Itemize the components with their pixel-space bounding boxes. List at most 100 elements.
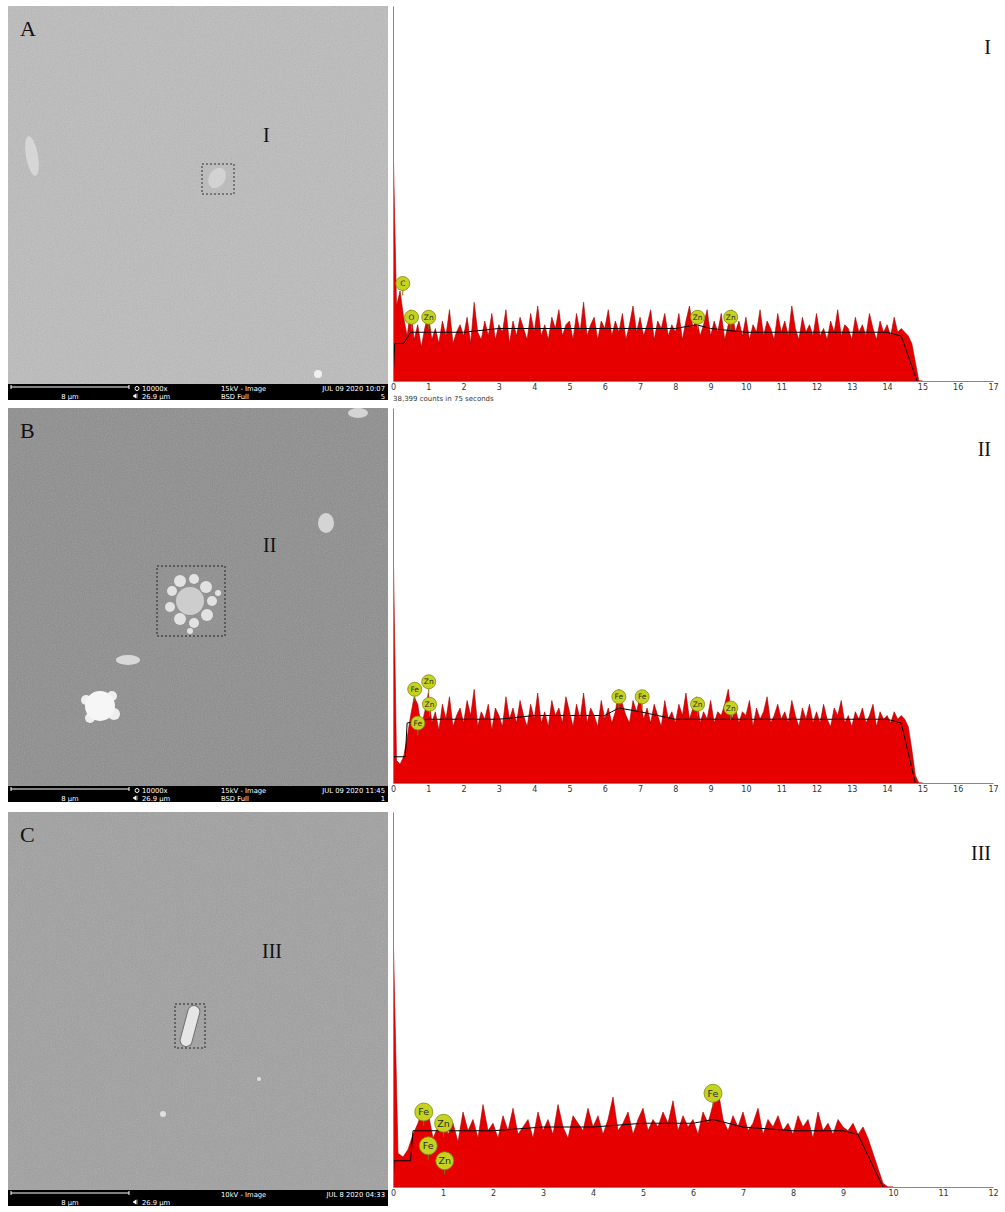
y-axis (393, 7, 394, 382)
plot-area (393, 532, 922, 783)
marker-stub (697, 324, 698, 329)
x-tick: 12 (812, 381, 822, 392)
y-axis-line (393, 7, 394, 382)
marker-stub (444, 1170, 445, 1175)
x-tick-label: 0 (391, 1189, 396, 1198)
info-bar-background (8, 1190, 388, 1206)
micrograph-grain (8, 6, 388, 384)
background-fit-line (393, 325, 917, 381)
particle (189, 618, 199, 628)
x-tick-label: 8 (673, 785, 678, 794)
element-marker (436, 1152, 454, 1170)
scale-bar-label: 8 µm (61, 393, 79, 401)
x-tick: 10 (741, 381, 751, 392)
x-tick: 12 (988, 1187, 998, 1198)
x-tick: 6 (691, 1187, 696, 1198)
field-width: 26.9 µm (142, 795, 171, 803)
particles (23, 135, 322, 378)
element-marker (435, 1114, 453, 1132)
panel-label: I (984, 36, 991, 58)
particle (174, 613, 186, 625)
x-tick-label: 5 (641, 1189, 646, 1198)
particle-body (179, 1004, 201, 1048)
marker-stub (713, 1102, 714, 1107)
x-tick: 3 (497, 783, 502, 794)
particle (160, 1111, 166, 1117)
x-tick: 0 (391, 1187, 396, 1198)
panel-label: III (971, 842, 991, 864)
x-tick-label: 15 (918, 785, 928, 794)
x-tick-label: 14 (883, 785, 893, 794)
x-tick-label: 4 (532, 383, 537, 392)
marker-stub (642, 704, 643, 709)
particle (189, 574, 199, 584)
element-marker (405, 310, 419, 324)
micrograph: BII8 µm10000x26.9 µm15kV - ImageBSD Full… (8, 408, 388, 803)
x-tick: 17 (988, 381, 998, 392)
element-marker (724, 701, 738, 715)
x-tick-label: 0 (391, 383, 396, 392)
x-tick-label: 3 (497, 785, 502, 794)
marker-stub (443, 1132, 444, 1137)
marker-stub (697, 711, 698, 716)
x-tick: 9 (709, 381, 714, 392)
field-width: 26.9 µm (142, 1199, 171, 1207)
x-tick-label: 9 (841, 1189, 846, 1198)
x-tick: 8 (673, 783, 678, 794)
x-tick: 5 (567, 381, 572, 392)
x-tick-label: 6 (691, 1189, 696, 1198)
marker-stub (414, 696, 415, 701)
x-tick: 3 (497, 381, 502, 392)
spectrum: 01234567891011121314151617I38,399 counts… (391, 7, 999, 404)
x-tick: 7 (741, 1187, 746, 1198)
marker-stub (402, 291, 403, 296)
x-tick: 5 (567, 783, 572, 794)
element-label: Zn (438, 1155, 451, 1166)
scale-bar-end (11, 385, 12, 389)
x-tick-label: 9 (709, 785, 714, 794)
particle (176, 587, 204, 615)
acquisition-date: JUL 09 2020 11:45 (321, 787, 385, 795)
x-tick: 15 (918, 381, 928, 392)
x-tick-label: 11 (777, 383, 787, 392)
y-axis-line (393, 409, 394, 784)
element-label: Zn (726, 704, 736, 713)
marker-stub (411, 324, 412, 329)
x-tick: 7 (638, 381, 643, 392)
detector: BSD Full (221, 795, 249, 803)
x-tick-label: 17 (988, 383, 998, 392)
x-tick: 13 (847, 381, 857, 392)
micrograph-grain (8, 408, 388, 786)
info-bar: 8 µm10000x26.9 µm15kV - ImageBSD FullJUL… (8, 384, 388, 401)
x-tick-label: 7 (741, 1189, 746, 1198)
x-tick-label: 1 (426, 383, 431, 392)
marker-stub (428, 324, 429, 329)
particle (201, 609, 213, 621)
figure: AI8 µm10000x26.9 µm15kV - ImageBSD FullJ… (0, 0, 1005, 1212)
x-tick-label: 17 (988, 785, 998, 794)
particle (116, 655, 140, 665)
x-tick-label: 8 (673, 383, 678, 392)
x-tick-label: 7 (638, 383, 643, 392)
scale-bar (11, 789, 129, 790)
x-axis: 01234567891011121314151617 (391, 381, 999, 392)
x-tick-label: 12 (988, 1189, 998, 1198)
count-summary: 38,399 counts in 75 seconds (393, 395, 494, 403)
field-width-icon (133, 796, 137, 801)
panel-label: II (978, 438, 991, 460)
selection-box (175, 1004, 205, 1048)
marker-stub (730, 715, 731, 720)
particles (81, 408, 368, 723)
detector: BSD Full (221, 393, 249, 401)
x-tick: 2 (462, 783, 467, 794)
x-axis-line (394, 783, 994, 784)
element-label: Fe (414, 719, 423, 728)
element-label: Fe (638, 692, 647, 701)
element-marker (724, 310, 738, 324)
x-tick-label: 12 (812, 383, 822, 392)
plot-area (393, 137, 922, 381)
acquisition-date: JUL 8 2020 04:33 (326, 1191, 385, 1199)
element-label: Fe (418, 1106, 429, 1117)
x-tick: 14 (883, 381, 893, 392)
frame-number: 1 (381, 795, 385, 803)
